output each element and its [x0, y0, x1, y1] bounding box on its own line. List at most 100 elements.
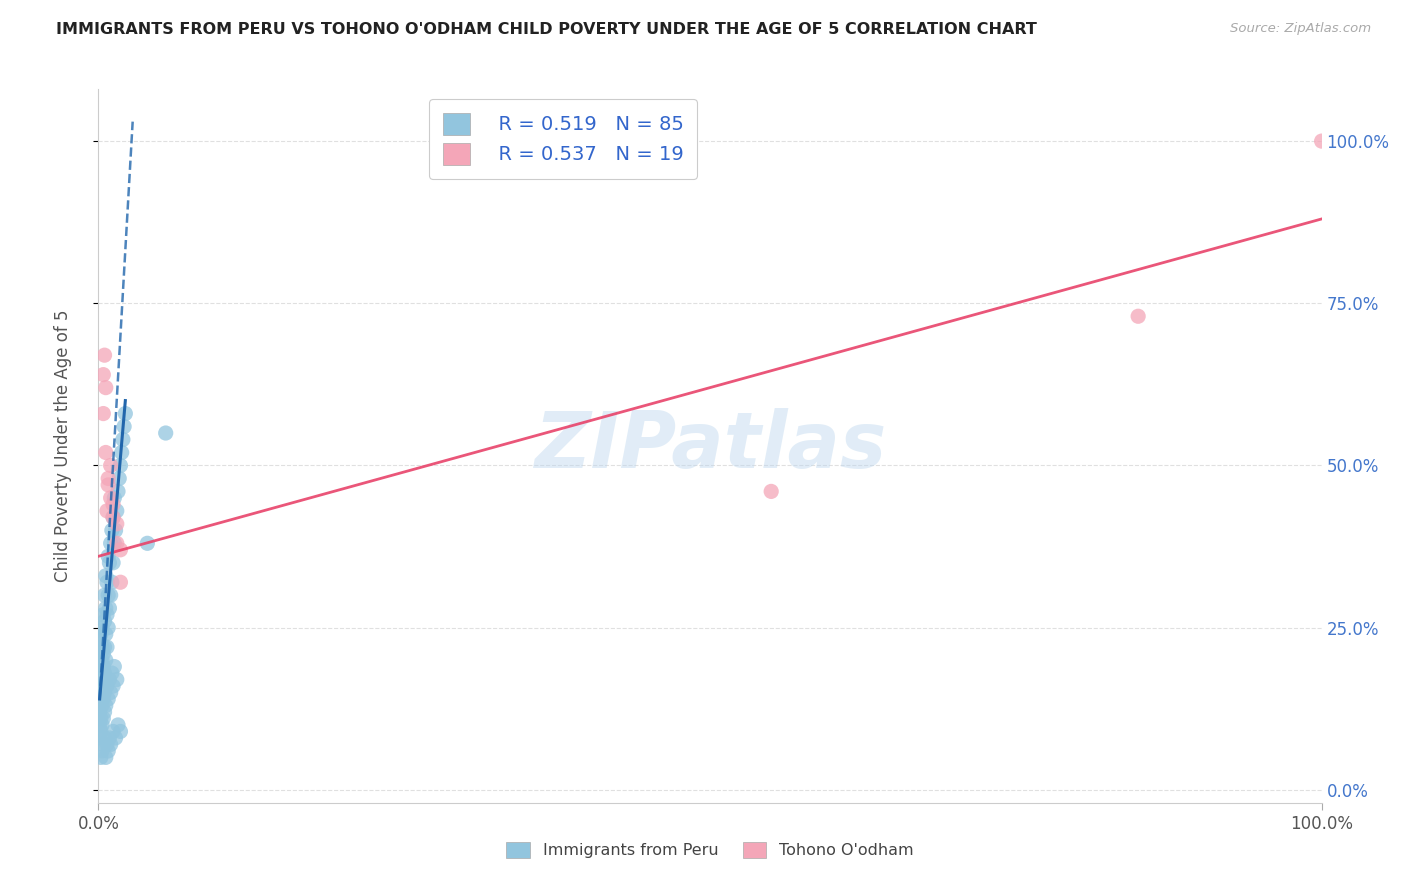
Point — [90, 685, 112, 699]
Point — [91, 679, 114, 693]
Point — [94, 627, 117, 641]
Point — [94, 698, 117, 713]
Point — [96, 607, 118, 622]
Point — [107, 718, 129, 732]
Point — [103, 536, 125, 550]
Point — [89, 659, 111, 673]
Point — [103, 491, 125, 505]
Point — [90, 627, 112, 641]
Point — [94, 568, 117, 582]
Point — [101, 679, 124, 693]
Point — [89, 705, 111, 719]
Point — [97, 744, 120, 758]
Point — [96, 504, 118, 518]
Point — [90, 653, 112, 667]
Point — [94, 750, 117, 764]
Point — [110, 575, 132, 590]
Point — [101, 575, 124, 590]
Point — [110, 542, 132, 557]
Point — [89, 673, 111, 687]
Point — [97, 478, 120, 492]
Point — [91, 647, 114, 661]
Point — [93, 705, 115, 719]
Point — [93, 640, 115, 654]
Point — [107, 484, 129, 499]
Point — [114, 407, 136, 421]
Point — [100, 588, 122, 602]
Point — [110, 458, 132, 473]
Point — [93, 685, 115, 699]
Point — [97, 621, 120, 635]
Point — [100, 536, 122, 550]
Point — [111, 445, 134, 459]
Point — [89, 731, 111, 745]
Point — [91, 659, 114, 673]
Point — [100, 685, 122, 699]
Point — [89, 633, 111, 648]
Point — [96, 738, 118, 752]
Point — [155, 425, 177, 440]
Point — [91, 407, 114, 421]
Point — [89, 718, 111, 732]
Point — [94, 653, 117, 667]
Point — [91, 692, 114, 706]
Point — [111, 433, 134, 447]
Point — [94, 601, 117, 615]
Point — [96, 679, 118, 693]
Point — [91, 666, 114, 681]
Point — [97, 692, 120, 706]
Point — [91, 718, 114, 732]
Point — [101, 510, 124, 524]
Point — [98, 673, 121, 687]
Point — [91, 698, 114, 713]
Point — [108, 471, 131, 485]
Point — [93, 588, 115, 602]
Point — [91, 653, 114, 667]
Point — [101, 497, 124, 511]
Point — [91, 744, 114, 758]
Point — [93, 731, 115, 745]
Point — [101, 556, 124, 570]
Point — [93, 348, 115, 362]
Point — [94, 445, 117, 459]
Point — [98, 556, 121, 570]
Point — [104, 524, 127, 538]
Point — [94, 381, 117, 395]
Point — [1128, 310, 1150, 324]
Point — [105, 536, 128, 550]
Point — [89, 647, 111, 661]
Point — [90, 711, 112, 725]
Legend: Immigrants from Peru, Tohono O'odham: Immigrants from Peru, Tohono O'odham — [498, 834, 922, 866]
Point — [91, 673, 114, 687]
Point — [98, 601, 121, 615]
Point — [91, 621, 114, 635]
Point — [90, 724, 112, 739]
Point — [104, 731, 127, 745]
Point — [101, 724, 124, 739]
Point — [1310, 134, 1333, 148]
Point — [91, 368, 114, 382]
Point — [100, 738, 122, 752]
Point — [91, 607, 114, 622]
Point — [97, 549, 120, 564]
Point — [110, 724, 132, 739]
Point — [91, 738, 114, 752]
Point — [97, 471, 120, 485]
Point — [96, 575, 118, 590]
Point — [93, 614, 115, 628]
Point — [136, 536, 159, 550]
Point — [100, 491, 122, 505]
Point — [90, 640, 112, 654]
Point — [93, 666, 115, 681]
Point — [90, 750, 112, 764]
Point — [101, 666, 124, 681]
Point — [101, 524, 124, 538]
Point — [761, 484, 783, 499]
Point — [100, 458, 122, 473]
Point — [103, 659, 125, 673]
Point — [91, 711, 114, 725]
Text: ZIPatlas: ZIPatlas — [534, 408, 886, 484]
Y-axis label: Child Poverty Under the Age of 5: Child Poverty Under the Age of 5 — [53, 310, 72, 582]
Point — [97, 588, 120, 602]
Point — [112, 419, 135, 434]
